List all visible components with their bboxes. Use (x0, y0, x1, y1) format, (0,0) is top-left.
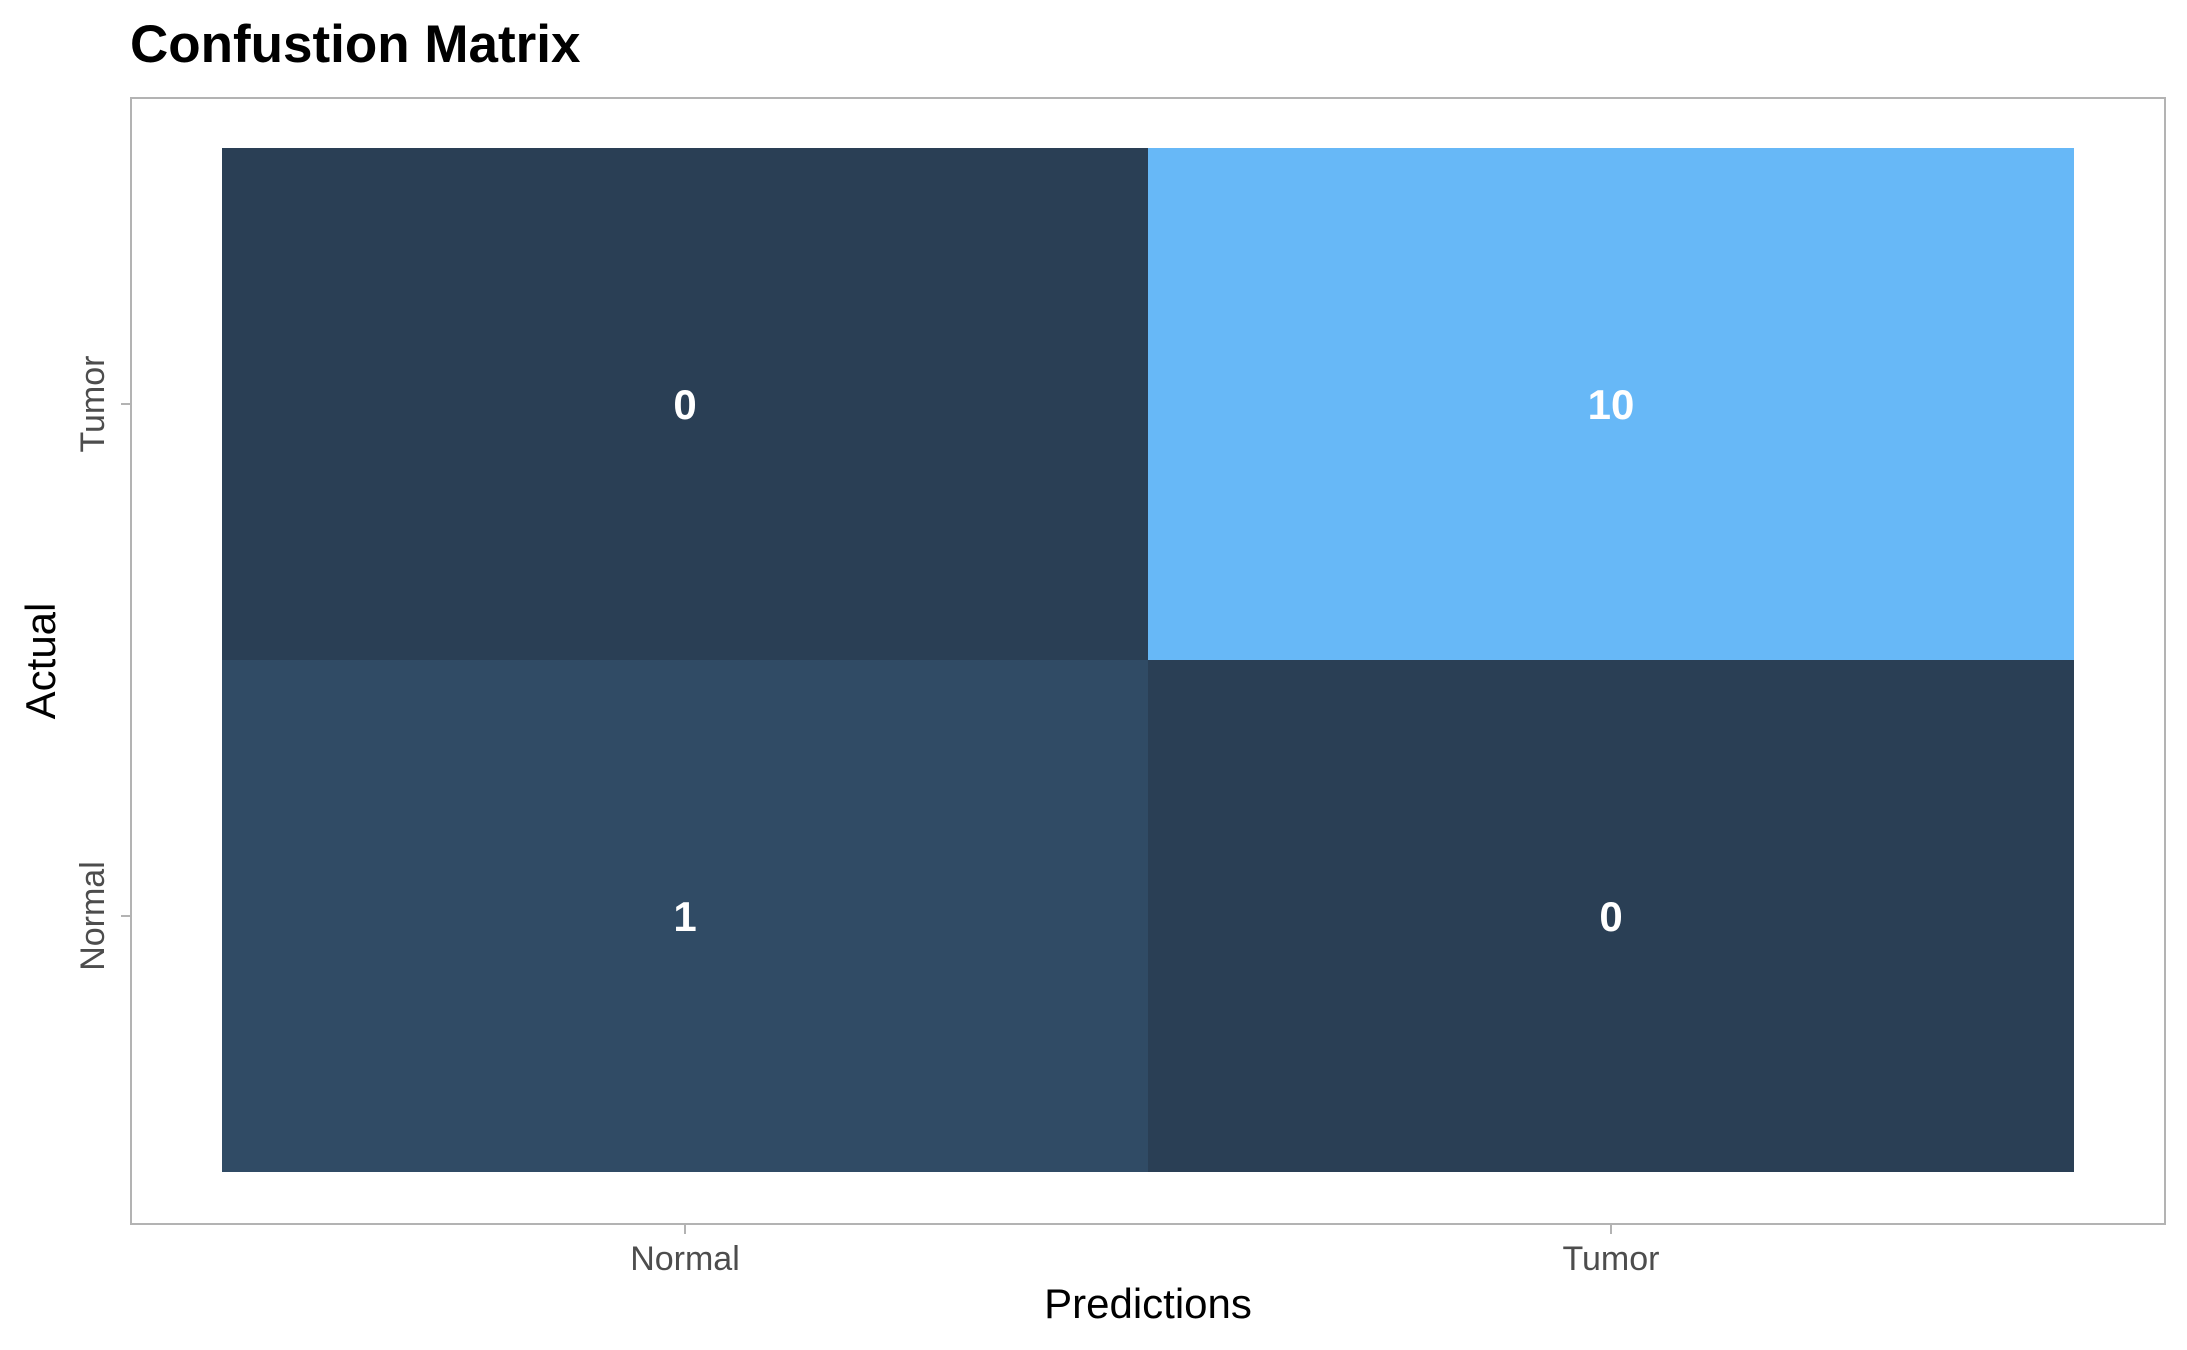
heatmap-cell-tumor-tumor (1148, 148, 2074, 660)
cell-value-normal-normal: 1 (673, 893, 696, 940)
cell-value-tumor-normal: 0 (673, 381, 696, 428)
x-tick-label-normal: Normal (630, 1240, 740, 1278)
x-axis-title: Predictions (1044, 1280, 1252, 1327)
cell-value-normal-tumor: 0 (1599, 893, 1622, 940)
heatmap-cell-tumor-normal (222, 148, 1148, 660)
y-axis-title: Actual (17, 603, 64, 720)
axis-ticks: Normal Tumor Normal Tumor (74, 356, 1659, 1278)
cell-value-tumor-tumor: 10 (1588, 381, 1635, 428)
heatmap-cells: 0 101 0 (222, 148, 2074, 1172)
chart-title: Confustion Matrix (130, 15, 581, 74)
y-tick-label-normal: Normal (74, 861, 112, 971)
heatmap-cell-normal-normal (222, 660, 1148, 1172)
y-tick-label-tumor: Tumor (74, 356, 112, 453)
heatmap-cell-normal-tumor (1148, 660, 2074, 1172)
x-tick-label-tumor: Tumor (1563, 1240, 1660, 1278)
